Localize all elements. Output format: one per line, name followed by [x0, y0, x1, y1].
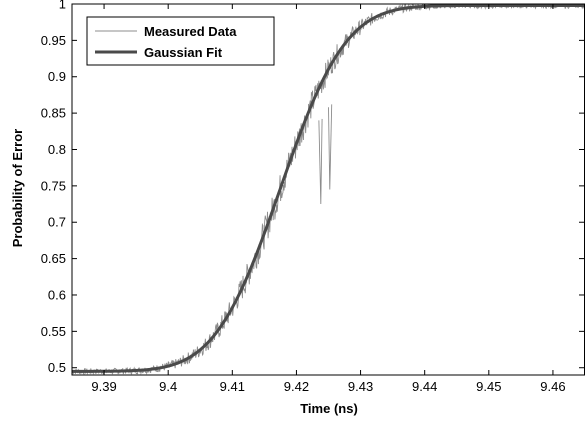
- y-tick-label: 0.7: [48, 215, 66, 230]
- y-tick-label: 0.55: [41, 324, 66, 339]
- y-tick-label: 0.9: [48, 69, 66, 84]
- legend-box: [86, 16, 275, 66]
- x-tick-label: 9.44: [412, 379, 437, 394]
- x-tick-label: 9.4: [159, 379, 177, 394]
- y-axis-label: Probability of Error: [10, 129, 25, 247]
- x-axis-label: Time (ns): [300, 401, 358, 416]
- x-tick-label: 9.39: [91, 379, 116, 394]
- y-tick-label: 0.6: [48, 287, 66, 302]
- legend: Measured Data Gaussian Fit: [86, 16, 275, 66]
- y-tick-label: 0.95: [41, 33, 66, 48]
- series-measured-data: [72, 4, 585, 375]
- y-tick-label: 0.85: [41, 106, 66, 121]
- plot-area: [72, 4, 585, 375]
- x-tick-label: 9.43: [348, 379, 373, 394]
- x-tick-label: 9.41: [220, 379, 245, 394]
- axes: 9.39 9.4 9.41 9.42 9.43 9.44 9.45 9.46 0.5 0.55 0.…: [41, 0, 585, 394]
- legend-label: Gaussian Fit: [144, 45, 223, 60]
- y-tick-label: 1: [59, 0, 66, 12]
- y-tick-label: 0.65: [41, 251, 66, 266]
- y-tick-label: 0.8: [48, 142, 66, 157]
- legend-label: Measured Data: [144, 24, 237, 39]
- series-gaussian-fit: [72, 4, 585, 373]
- y-tick-label: 0.75: [41, 178, 66, 193]
- y-tick-label: 0.5: [48, 360, 66, 375]
- x-tick-label: 9.46: [540, 379, 565, 394]
- x-tick-label: 9.42: [284, 379, 309, 394]
- x-tick-label: 9.45: [476, 379, 501, 394]
